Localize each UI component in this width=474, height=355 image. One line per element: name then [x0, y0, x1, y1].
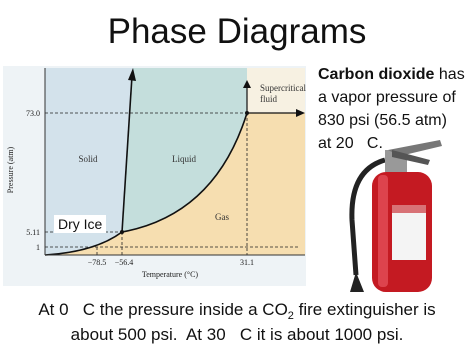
arrowhead: [243, 80, 251, 88]
critical-point: [245, 111, 249, 115]
region-label: fluid: [260, 94, 277, 104]
x-tick-label: 31.1: [240, 258, 254, 267]
arrowhead: [296, 109, 305, 117]
note: Carbon dioxide has a vapor pressure of 8…: [318, 66, 465, 152]
phase-boundary: [44, 112, 248, 256]
supercritical-region: [247, 68, 305, 113]
note-text: has: [434, 66, 464, 83]
note-line: 830 psi (56.5 atm): [318, 112, 447, 129]
nozzle: [350, 272, 364, 292]
footer-line: about 500 psi. At 30 C it is about 1000 …: [71, 325, 404, 344]
fusion-line: [121, 75, 133, 233]
footer-text: At 0 C the pressure inside a CO: [38, 300, 287, 319]
y-tick-label: 73.0: [26, 109, 40, 118]
region-label: Gas: [215, 212, 229, 222]
callout-box: [54, 215, 106, 233]
y-tick-label: 1: [36, 243, 40, 252]
footer-line: At 0 C the pressure inside a CO2 fire ex…: [38, 300, 435, 322]
handle: [388, 140, 442, 156]
x-tick-label: −78.5: [88, 258, 107, 267]
note-line: Carbon dioxide has: [318, 66, 465, 83]
callout-label: Dry Ice: [58, 216, 103, 232]
fire-extinguisher: [349, 140, 442, 292]
y-axis-label: Pressure (atm): [6, 146, 15, 193]
arrowhead: [128, 68, 136, 81]
subscript: 2: [288, 310, 294, 322]
region-label: Liquid: [172, 154, 196, 164]
note-line: a vapor pressure of: [318, 89, 456, 106]
slide-title: Phase Diagrams: [108, 12, 367, 51]
lever: [392, 150, 430, 165]
gas-region: [45, 113, 305, 255]
region-label: Solid: [78, 154, 98, 164]
liquid-region: [122, 68, 247, 232]
phase-diagram: 73.0 5.11 1 −78.5 −56.4 31.1 Temperature…: [3, 66, 306, 286]
note-bold: Carbon dioxide: [318, 66, 435, 83]
note-line: at 20 C.: [318, 135, 383, 152]
label: [392, 205, 426, 260]
hose: [349, 157, 386, 276]
x-axis-label: Temperature (°C): [142, 270, 199, 279]
triple-point: [120, 230, 124, 234]
region-label: Supercritical: [260, 83, 306, 93]
highlight: [378, 175, 388, 287]
y-tick-label: 5.11: [26, 228, 40, 237]
label-band: [392, 205, 426, 213]
x-tick-label: −56.4: [115, 258, 134, 267]
footer-text: fire extinguisher is: [294, 300, 436, 319]
